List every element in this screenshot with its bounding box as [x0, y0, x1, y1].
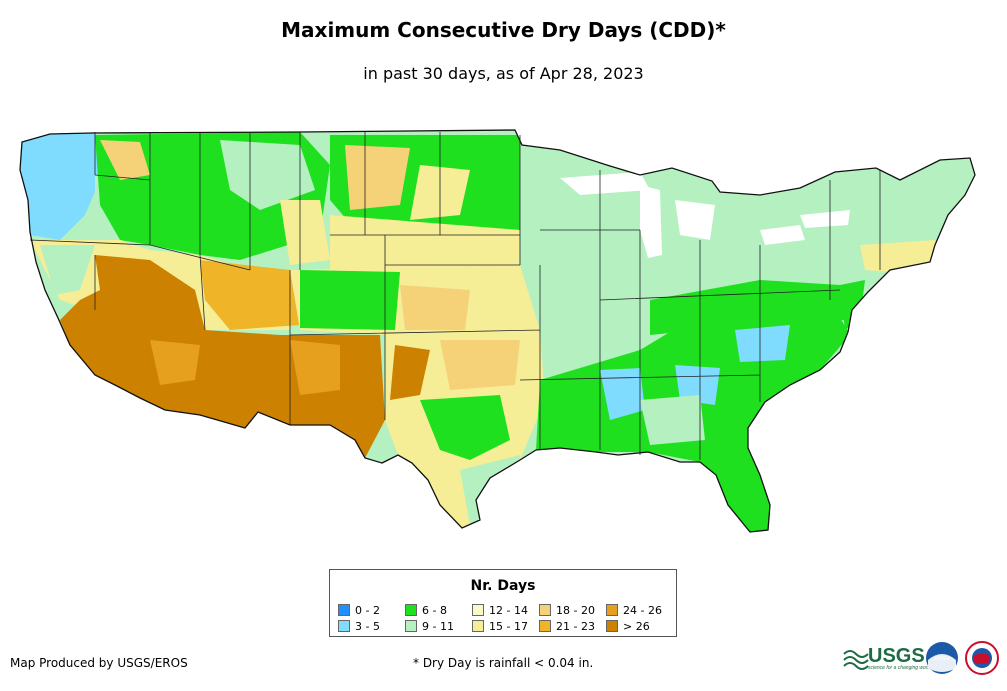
legend-swatch [472, 604, 484, 616]
legend-item: > 26 [606, 618, 673, 634]
legend-swatch [606, 604, 618, 616]
legend-item: 21 - 23 [539, 618, 606, 634]
map-title: Maximum Consecutive Dry Days (CDD)* [281, 18, 726, 42]
legend-swatch [338, 620, 350, 632]
legend-label: 21 - 23 [556, 619, 595, 633]
dry-day-footnote: * Dry Day is rainfall < 0.04 in. [413, 656, 594, 670]
legend-swatch [405, 620, 417, 632]
usgs-logo-icon: USGS science for a changing world noaa [843, 641, 999, 675]
legend-swatch [405, 604, 417, 616]
usgs-logo-tagline: science for a changing world [868, 665, 932, 671]
legend-label: 3 - 5 [355, 619, 380, 633]
usgs-logo-text: USGS [868, 645, 925, 667]
legend-swatch [606, 620, 618, 632]
legend-item: 3 - 5 [338, 618, 405, 634]
legend-item: 0 - 2 [338, 602, 405, 618]
map-subtitle: in past 30 days, as of Apr 28, 2023 [363, 64, 644, 83]
legend-item: 15 - 17 [472, 618, 539, 634]
noaa-logo-text: noaa [935, 655, 950, 662]
legend-swatch [539, 620, 551, 632]
legend-grid: 0 - 2 3 - 5 6 - 8 9 - 11 12 - 14 15 - 17 18 - … [338, 602, 674, 634]
legend-item: 18 - 20 [539, 602, 606, 618]
legend-swatch [539, 604, 551, 616]
legend-label: 18 - 20 [556, 603, 595, 617]
legend-label: 9 - 11 [422, 619, 454, 633]
legend: Nr. Days 0 - 2 3 - 5 6 - 8 9 - 11 12 - 14 15 … [329, 569, 677, 637]
legend-swatch [472, 620, 484, 632]
legend-item: 6 - 8 [405, 602, 472, 618]
legend-label: > 26 [623, 619, 650, 633]
legend-item: 9 - 11 [405, 618, 472, 634]
agency-logos: USGS science for a changing world noaa [842, 638, 1002, 678]
state-boundaries [29, 132, 881, 460]
legend-label: 6 - 8 [422, 603, 447, 617]
legend-swatch [338, 604, 350, 616]
legend-item: 12 - 14 [472, 602, 539, 618]
legend-title: Nr. Days [470, 578, 536, 594]
legend-label: 0 - 2 [355, 603, 380, 617]
legend-label: 12 - 14 [489, 603, 528, 617]
legend-label: 15 - 17 [489, 619, 528, 633]
map-credit: Map Produced by USGS/EROS [10, 656, 188, 670]
legend-label: 24 - 26 [623, 603, 662, 617]
dry-days-shading [20, 130, 975, 532]
legend-item: 24 - 26 [606, 602, 673, 618]
